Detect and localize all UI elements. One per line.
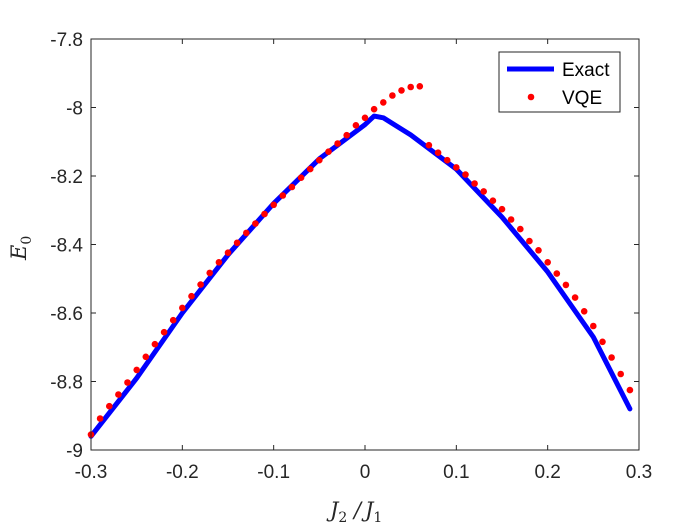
x-tick-label: 0.2 (534, 462, 560, 483)
vqe-point (544, 259, 551, 266)
vqe-point (151, 340, 159, 348)
vqe-point (334, 140, 341, 147)
vqe-point (526, 237, 533, 245)
vqe-point (462, 171, 469, 178)
vqe-point (169, 316, 177, 324)
legend: Exact VQE (498, 51, 621, 113)
vqe-point (297, 174, 305, 181)
legend-exact-label: Exact (562, 60, 610, 81)
vqe-point (270, 201, 278, 209)
vqe-point (352, 122, 360, 129)
y-tick-label: -8.8 (50, 373, 83, 394)
y-tick-label: -8.2 (50, 167, 83, 188)
vqe-point (416, 83, 424, 90)
vqe-point (188, 292, 195, 300)
y-tick-label: -8.4 (50, 236, 83, 257)
x-tick-label: 0 (360, 462, 371, 483)
vqe-point (407, 83, 415, 91)
vqe-point (617, 370, 624, 378)
x-axis-title-num-sub: 2 (338, 510, 347, 525)
x-tick-label: 0.3 (626, 462, 652, 483)
x-tick-label: -0.3 (75, 462, 108, 483)
vqe-point (453, 164, 460, 171)
vqe-point (306, 165, 314, 173)
vqe-point (115, 391, 122, 398)
vqe-point (471, 180, 478, 187)
vqe-point (517, 225, 524, 233)
vqe-point (233, 239, 241, 247)
tick-layer: -0.3 -0.2 -0.1 0 0.1 0.2 0.3 -7.8 -8 -8.2 -8.4 -8.6… (50, 30, 652, 483)
vqe-point (316, 156, 323, 164)
vqe-point (571, 294, 579, 301)
vqe-point (480, 188, 488, 195)
vqe-point (398, 87, 405, 94)
vqe-point (425, 141, 433, 149)
vqe-point (434, 149, 442, 156)
x-tick-label: -0.2 (166, 462, 199, 483)
vqe-point (562, 281, 570, 289)
vqe-point (443, 156, 451, 164)
vqe-point (215, 259, 223, 266)
x-axis-title-den-sub: 1 (373, 510, 382, 525)
vqe-point (261, 210, 268, 218)
legend-vqe-marker (527, 93, 535, 101)
vqe-point (96, 415, 104, 422)
vqe-point (389, 92, 396, 99)
legend-box (498, 51, 621, 113)
vqe-point (553, 270, 561, 277)
legend-vqe-label: VQE (562, 88, 602, 109)
vqe-point (224, 249, 232, 256)
x-axis-title-slash: / (352, 498, 363, 522)
vqe-point (206, 269, 213, 277)
vqe-point (361, 114, 369, 122)
vqe-point (599, 338, 606, 346)
vqe-point (370, 105, 378, 113)
y-tick-label: -8 (66, 99, 83, 120)
y-tick-label: -9 (66, 441, 83, 462)
vqe-point (489, 197, 497, 204)
vqe-point (106, 402, 113, 410)
vqe-point (252, 220, 259, 227)
vqe-point (288, 183, 296, 191)
x-tick-label: 0.1 (443, 462, 469, 483)
vqe-point (626, 386, 634, 394)
vqe-point (133, 366, 140, 374)
vqe-point (160, 328, 168, 336)
vqe-point (498, 205, 506, 213)
series-layer (87, 83, 634, 439)
vqe-point (343, 131, 351, 139)
vqe-point (535, 247, 542, 254)
vqe-point (580, 308, 588, 315)
vqe-point (243, 229, 250, 237)
vqe-point (279, 192, 287, 199)
vqe-point (179, 304, 186, 312)
y-axis-title-sub: 0 (19, 236, 35, 245)
exact-series-line (88, 113, 633, 439)
x-tick-label: -0.1 (257, 462, 290, 483)
vqe-point (325, 148, 332, 155)
vqe-point (197, 281, 204, 288)
vqe-point (380, 99, 387, 106)
vqe-point (507, 216, 515, 223)
vqe-point (590, 322, 597, 330)
vqe-point (142, 353, 150, 361)
y-tick-label: -8.6 (50, 304, 83, 325)
vqe-point (124, 379, 131, 386)
y-tick-label: -7.8 (50, 30, 83, 51)
vqe-point (608, 354, 615, 361)
